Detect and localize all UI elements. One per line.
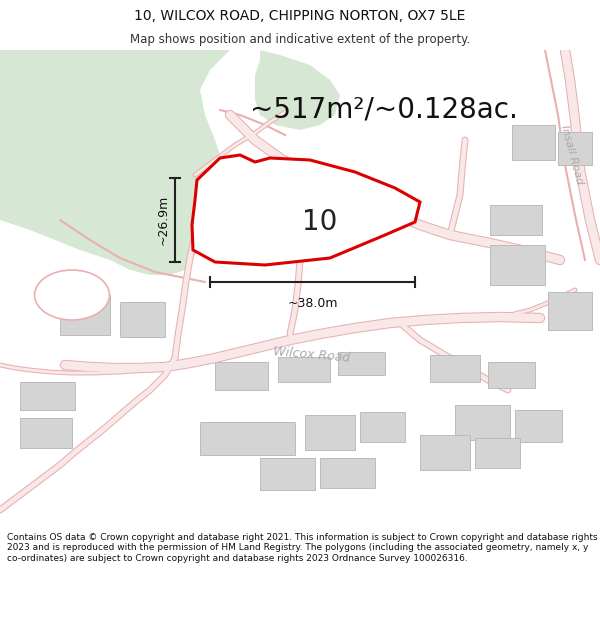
Polygon shape — [320, 458, 375, 488]
Polygon shape — [0, 50, 230, 275]
Text: ~38.0m: ~38.0m — [287, 297, 338, 310]
Polygon shape — [200, 422, 295, 455]
Polygon shape — [515, 410, 562, 442]
Polygon shape — [455, 405, 510, 440]
Polygon shape — [260, 458, 315, 490]
Polygon shape — [490, 205, 542, 235]
Ellipse shape — [35, 270, 110, 320]
Text: Wilcox Road: Wilcox Road — [273, 345, 351, 365]
Polygon shape — [420, 435, 470, 470]
Polygon shape — [120, 302, 165, 337]
Polygon shape — [558, 132, 592, 165]
Polygon shape — [215, 362, 268, 390]
Polygon shape — [192, 155, 420, 265]
Text: 10, WILCOX ROAD, CHIPPING NORTON, OX7 5LE: 10, WILCOX ROAD, CHIPPING NORTON, OX7 5L… — [134, 9, 466, 23]
Polygon shape — [488, 362, 535, 388]
Polygon shape — [20, 418, 72, 448]
Polygon shape — [548, 292, 592, 330]
Text: 10: 10 — [302, 208, 338, 236]
Text: ~26.9m: ~26.9m — [157, 195, 170, 245]
Text: Insall Road: Insall Road — [559, 124, 585, 186]
Polygon shape — [305, 415, 355, 450]
Polygon shape — [20, 382, 75, 410]
Polygon shape — [278, 357, 330, 382]
Polygon shape — [255, 50, 340, 130]
Polygon shape — [430, 355, 480, 382]
Polygon shape — [338, 352, 385, 375]
Text: Map shows position and indicative extent of the property.: Map shows position and indicative extent… — [130, 32, 470, 46]
Polygon shape — [360, 412, 405, 442]
Polygon shape — [512, 125, 555, 160]
Polygon shape — [60, 295, 110, 335]
Polygon shape — [490, 245, 545, 285]
Text: Contains OS data © Crown copyright and database right 2021. This information is : Contains OS data © Crown copyright and d… — [7, 533, 598, 562]
Polygon shape — [475, 438, 520, 468]
Text: ~517m²/~0.128ac.: ~517m²/~0.128ac. — [250, 96, 518, 124]
